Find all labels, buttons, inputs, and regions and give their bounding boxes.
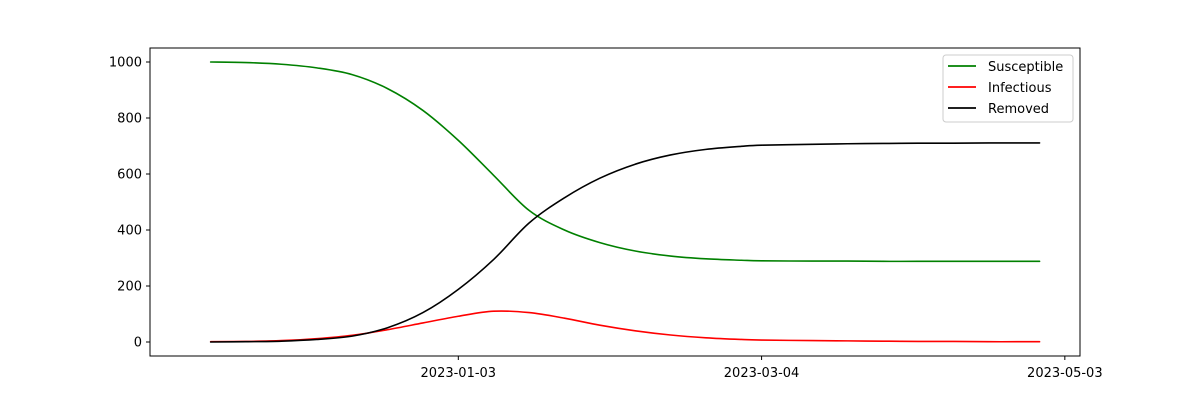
y-tick-label: 400 bbox=[117, 224, 142, 239]
x-tick-label: 2023-05-03 bbox=[1027, 366, 1103, 381]
plot-frame bbox=[149, 47, 1081, 357]
legend-label-susceptible: Susceptible bbox=[988, 60, 1063, 75]
legend-label-removed: Removed bbox=[988, 102, 1049, 117]
x-axis: 2023-01-03 2023-03-04 2023-05-03 bbox=[421, 356, 1103, 381]
legend-label-infectious: Infectious bbox=[988, 81, 1052, 96]
series-line-removed bbox=[209, 142, 1041, 343]
y-tick-label: 0 bbox=[134, 336, 142, 351]
y-tick-label: 600 bbox=[117, 168, 142, 183]
y-tick-label: 800 bbox=[117, 112, 142, 127]
y-axis: 0 200 400 600 800 1000 bbox=[109, 56, 150, 351]
legend: Susceptible Infectious Removed bbox=[942, 54, 1074, 123]
series-line-susceptible bbox=[209, 61, 1041, 263]
y-tick-label: 1000 bbox=[109, 56, 142, 71]
series-layer bbox=[209, 61, 1041, 343]
x-tick-label: 2023-01-03 bbox=[421, 366, 497, 381]
series-line-infectious bbox=[209, 310, 1041, 343]
legend-box bbox=[942, 54, 1074, 123]
x-tick-label: 2023-03-04 bbox=[724, 366, 800, 381]
y-tick-label: 200 bbox=[117, 280, 142, 295]
